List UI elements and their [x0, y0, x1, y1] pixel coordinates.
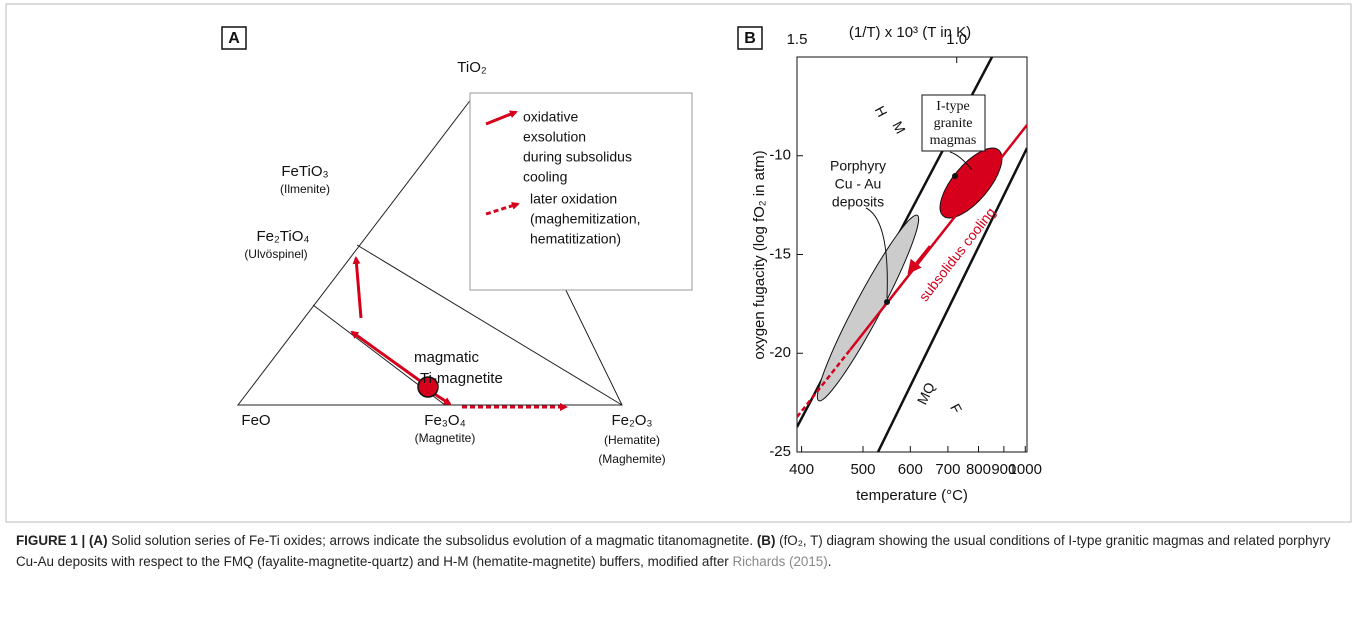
y-tick-label: -25: [769, 443, 791, 460]
plot-frame: [796, 56, 1028, 453]
panel-label-box: [737, 26, 763, 50]
y-tick-label: -10: [769, 147, 791, 164]
point-label: magmatic: [414, 349, 480, 366]
mineral-name: (Hematite): [604, 433, 660, 447]
cooling-path: [797, 349, 851, 418]
x-tick-label: 700: [935, 461, 960, 478]
legend-text: hematitization): [530, 231, 621, 247]
y-tick-label: -20: [769, 344, 791, 361]
x-axis-label: temperature (°C): [856, 487, 968, 504]
legend-text: during subsolidus: [523, 149, 632, 165]
pointer: [949, 151, 973, 171]
top-axis-label: (1/T) x 10³ (T in K): [849, 24, 971, 41]
fmq-buffer: [876, 147, 1027, 452]
caption: FIGURE 1 | (A) Solid solution series of …: [16, 530, 1342, 572]
annotation: magmas: [930, 133, 977, 148]
x-tick-label: 500: [850, 461, 875, 478]
vertex-label: FeO: [241, 412, 270, 429]
buffer-label: F: [947, 401, 965, 416]
y-axis-label: oxygen fugacity (log fO₂ in atm): [751, 150, 768, 359]
legend-solid-arrow: [485, 110, 518, 126]
pointer: [865, 207, 888, 299]
annotation: I-type: [936, 99, 969, 114]
annotation: Porphyry: [830, 158, 886, 174]
buffer-label: MQ: [914, 380, 938, 407]
top-tick-label: 1.5: [787, 31, 808, 48]
annotation: granite: [934, 116, 973, 131]
legend-text: (maghemitization,: [530, 211, 641, 227]
cooling-path: [849, 124, 1027, 351]
cooling-arrow: [907, 245, 931, 275]
mineral-formula: Fe₂TiO₄: [256, 228, 309, 245]
legend-text: exsolution: [523, 129, 586, 145]
caption-text: Solid solution series of Fe-Ti oxides; a…: [107, 533, 757, 548]
itype-field: [939, 147, 1003, 219]
exsolution-arrow: [350, 330, 424, 385]
caption-text: .: [827, 554, 832, 569]
y-tick-label: -15: [769, 245, 791, 262]
ilmenite-hematite-join: [356, 244, 623, 406]
mineral-formula: FeTiO₃: [281, 163, 328, 180]
porphyry-dot: [884, 299, 890, 305]
mineral-name: (Maghemite): [598, 452, 665, 466]
buffer-label: H: [872, 103, 891, 119]
annotation: Cu - Au: [835, 176, 882, 192]
caption-text: (B): [756, 533, 776, 548]
legend-text: later oxidation: [530, 191, 617, 207]
legend-text: oxidative: [523, 109, 578, 125]
point-label: Ti-magnetite: [420, 370, 503, 387]
caption-text: FIGURE 1 | (A): [16, 533, 108, 548]
exsolution-arrow: [432, 391, 452, 406]
mineral-name: (Magnetite): [415, 431, 476, 445]
itype-box: [921, 94, 986, 152]
porphyry-field: [816, 214, 920, 402]
x-tick-label: 800: [966, 461, 991, 478]
legend-box: [469, 92, 693, 291]
mineral-formula: Fe₂O₃: [611, 412, 652, 429]
mineral-formula: Fe₃O₄: [424, 412, 465, 429]
panel-label: A: [228, 30, 240, 47]
itype-dot: [952, 173, 958, 179]
x-tick-label: 900: [991, 461, 1016, 478]
panel-a: A oxidative exsolution during subsolidus…: [221, 26, 693, 466]
legend-text: cooling: [523, 169, 567, 185]
mineral-name: (Ulvöspinel): [244, 247, 307, 261]
buffer-label: M: [889, 118, 909, 136]
vertex-label: TiO₂: [457, 59, 487, 76]
annotation: deposits: [832, 194, 884, 210]
x-tick-label: 600: [898, 461, 923, 478]
x-tick-label: 1000: [1009, 461, 1042, 478]
caption-text: (fO₂, T) diagram showing the usual condi…: [16, 533, 1331, 569]
x-tick-label: 400: [789, 461, 814, 478]
panel-b: B I-type granite magmas Porphyry Cu - Au…: [737, 24, 1042, 504]
caption-link[interactable]: Richards (2015): [732, 554, 828, 569]
ti-magnetite-point: [417, 376, 439, 398]
top-tick-label: 1.0: [946, 31, 967, 48]
legend-dashed-arrow: [485, 201, 520, 216]
panel-label-box: [221, 26, 247, 50]
panel-label: B: [744, 30, 756, 47]
mineral-name: (Ilmenite): [280, 182, 330, 196]
oxidation-arrow: [352, 256, 363, 319]
